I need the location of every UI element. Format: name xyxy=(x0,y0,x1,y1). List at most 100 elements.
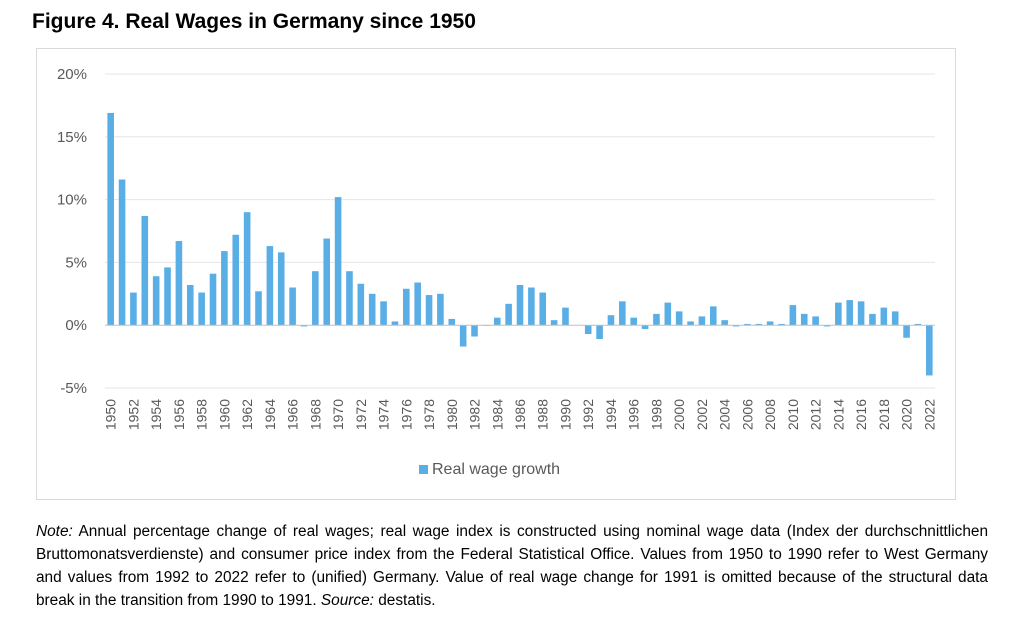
bar-1987 xyxy=(528,287,535,326)
x-tick-label: 1982 xyxy=(467,399,483,430)
y-tick-label: 5% xyxy=(65,254,87,271)
bar-1980 xyxy=(448,318,456,326)
x-tick-label: 1972 xyxy=(353,399,369,430)
chart-area: -5% 0% 5% 10% 15% 20% 1950 1952 1954 1956 1958 196… xyxy=(36,48,956,500)
note-text: Annual percentage change of real wages; … xyxy=(36,523,988,609)
bar-1994 xyxy=(607,315,615,326)
x-tick-label: 1952 xyxy=(125,399,141,430)
x-tick-label: 1956 xyxy=(171,399,187,430)
source-label: Source: xyxy=(320,592,374,609)
x-tick-label: 2008 xyxy=(762,399,778,430)
x-tick-label: 1980 xyxy=(444,399,460,430)
y-tick-label: 15% xyxy=(57,129,87,146)
bar-1998 xyxy=(653,313,660,326)
bars xyxy=(107,112,933,376)
source-text: destatis. xyxy=(373,592,436,609)
bar-1954 xyxy=(152,276,160,326)
bar-1961 xyxy=(232,234,240,326)
bar-1988 xyxy=(539,292,547,326)
legend-label: Real wage growth xyxy=(432,461,560,478)
bar-1973 xyxy=(368,293,376,326)
legend: Real wage growth xyxy=(419,461,560,478)
bar-1951 xyxy=(118,179,126,326)
x-tick-label: 1974 xyxy=(376,399,392,430)
bar-1969 xyxy=(323,238,331,326)
bar-1952 xyxy=(130,292,137,326)
x-tick-label: 1990 xyxy=(557,399,573,430)
bar-2019 xyxy=(891,311,899,326)
x-tick-label: 1950 xyxy=(103,399,119,430)
bar-1966 xyxy=(289,287,296,326)
x-tick-label: 1992 xyxy=(580,399,596,430)
x-tick-label: 2010 xyxy=(785,399,801,430)
x-tick-label: 1978 xyxy=(421,399,437,430)
y-tick-label: 10% xyxy=(57,192,87,209)
x-tick-label: 2012 xyxy=(808,399,824,430)
bar-1981 xyxy=(459,325,467,347)
x-tick-label: 1976 xyxy=(398,399,414,430)
bar-2004 xyxy=(721,320,728,326)
bar-2014 xyxy=(835,302,842,326)
x-tick-label: 1984 xyxy=(489,399,505,430)
bar-1978 xyxy=(425,295,433,326)
x-tick-label: 1968 xyxy=(307,399,323,430)
x-tick-label: 2006 xyxy=(739,399,755,430)
x-tick-label: 1964 xyxy=(262,399,278,430)
x-tick-label: 2018 xyxy=(876,399,892,430)
bar-1957 xyxy=(186,285,194,326)
y-tick-label: -5% xyxy=(60,380,87,397)
x-tick-label: 1970 xyxy=(330,399,346,430)
bar-1995 xyxy=(619,301,626,326)
note-label: Note: xyxy=(36,523,73,540)
bar-1968 xyxy=(312,271,319,326)
x-tick-label: 1966 xyxy=(285,399,301,430)
x-tick-label: 2022 xyxy=(921,399,937,430)
bar-1979 xyxy=(437,293,444,326)
bar-1953 xyxy=(141,215,149,326)
gridlines xyxy=(105,73,935,389)
bar-1974 xyxy=(380,301,387,326)
bar-2021 xyxy=(914,323,922,326)
x-tick-label: 1958 xyxy=(194,399,210,430)
bar-1985 xyxy=(505,303,512,326)
bar-1976 xyxy=(403,288,410,326)
bar-2002 xyxy=(698,316,706,326)
bar-1971 xyxy=(346,271,353,326)
bar-1963 xyxy=(255,291,262,326)
bar-1993 xyxy=(596,325,603,340)
bar-2005 xyxy=(732,325,740,327)
bar-1982 xyxy=(471,325,478,337)
bar-1958 xyxy=(198,292,205,326)
bar-1960 xyxy=(221,251,228,326)
bar-1970 xyxy=(334,197,342,326)
bar-2013 xyxy=(823,325,831,327)
x-tick-label: 1988 xyxy=(535,399,551,430)
x-tick-label: 1994 xyxy=(603,399,619,430)
figure-title: Figure 4. Real Wages in Germany since 19… xyxy=(32,10,476,33)
x-tick-label: 1954 xyxy=(148,399,164,430)
x-tick-label: 2000 xyxy=(671,399,687,430)
bar-2012 xyxy=(812,316,819,326)
bar-1967 xyxy=(300,325,308,327)
bar-2010 xyxy=(789,305,797,326)
bar-chart: -5% 0% 5% 10% 15% 20% 1950 1952 1954 1956 1958 196… xyxy=(57,66,937,478)
bar-1964 xyxy=(266,246,274,326)
y-tick-label: 20% xyxy=(57,66,87,83)
x-tick-label: 1986 xyxy=(512,399,528,430)
bar-1975 xyxy=(391,321,399,326)
bar-1984 xyxy=(493,317,501,326)
x-tick-label: 2016 xyxy=(853,399,869,430)
bar-1989 xyxy=(550,320,558,326)
x-tick-label: 1998 xyxy=(648,399,664,430)
bar-2020 xyxy=(903,325,910,338)
bar-2000 xyxy=(675,311,683,326)
bar-1955 xyxy=(164,267,171,326)
bar-2018 xyxy=(880,307,888,326)
bar-1986 xyxy=(516,285,524,326)
figure-note: Note: Annual percentage change of real w… xyxy=(36,520,988,612)
bar-1990 xyxy=(562,307,569,326)
bar-2022 xyxy=(926,325,933,376)
bar-1956 xyxy=(175,241,183,326)
bar-1999 xyxy=(664,302,672,326)
x-tick-label: 2020 xyxy=(899,399,915,430)
